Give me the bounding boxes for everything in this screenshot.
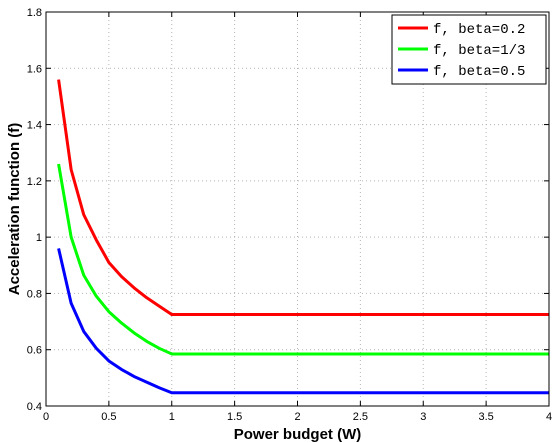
x-tick-label: 1.5 — [227, 411, 242, 423]
y-tick-label: 1.4 — [27, 120, 42, 132]
x-tick-label: 0.5 — [101, 411, 116, 423]
y-tick-labels: 0.4 0.6 0.8 1 1.2 1.4 1.6 1.8 — [27, 7, 42, 413]
legend-label-1: f, beta=0.2 — [433, 22, 525, 38]
x-tick-label: 2.5 — [353, 411, 368, 423]
x-tick-label: 3.5 — [478, 411, 493, 423]
y-tick-label: 1 — [36, 232, 42, 244]
legend-label-3: f, beta=0.5 — [433, 64, 525, 80]
y-tick-label: 0.4 — [27, 401, 42, 413]
y-tick-label: 1.8 — [27, 7, 42, 19]
y-tick-label: 1.6 — [27, 63, 42, 75]
x-tick-label: 2 — [294, 411, 300, 423]
series-layer — [57, 79, 549, 395]
x-tick-labels: 0 0.5 1 1.5 2 2.5 3 3.5 4 — [43, 411, 552, 423]
y-tick-label: 0.6 — [27, 345, 42, 357]
x-tick-label: 4 — [546, 411, 552, 423]
x-tick-label: 0 — [43, 411, 49, 423]
y-tick-label: 1.2 — [27, 176, 42, 188]
y-tick-label: 0.8 — [27, 288, 42, 300]
series-line-1 — [57, 79, 549, 317]
legend: f, beta=0.2 f, beta=1/3 f, beta=0.5 — [391, 14, 547, 85]
x-tick-label: 1 — [169, 411, 175, 423]
grid — [46, 12, 549, 406]
x-axis-title: Power budget (W) — [234, 426, 362, 443]
x-tick-label: 3 — [420, 411, 426, 423]
series-line-2 — [57, 163, 549, 356]
y-axis-title: Acceleration function (f) — [6, 123, 23, 296]
series-line-3 — [57, 248, 549, 395]
legend-label-2: f, beta=1/3 — [433, 43, 525, 59]
